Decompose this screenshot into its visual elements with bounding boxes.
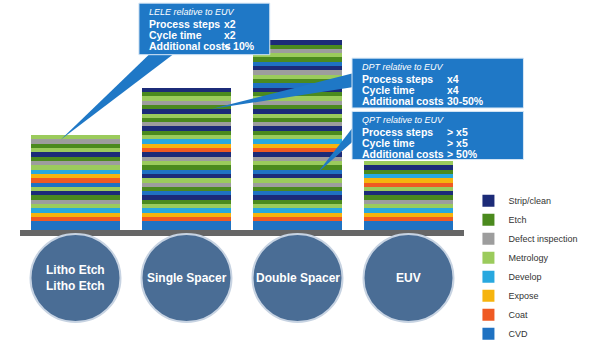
- svg-text:Cycle time: Cycle time: [362, 137, 415, 149]
- svg-text:Single Spacer: Single Spacer: [147, 271, 227, 285]
- svg-text:Process steps: Process steps: [362, 73, 433, 85]
- svg-text:Cycle time: Cycle time: [149, 29, 202, 41]
- svg-text:30-50%: 30-50%: [447, 95, 484, 107]
- svg-text:CVD: CVD: [508, 329, 528, 339]
- svg-text:Litho EtchLitho Etch: Litho EtchLitho Etch: [46, 263, 105, 293]
- svg-text:x4: x4: [447, 73, 459, 85]
- svg-text:QPT relative to EUV: QPT relative to EUV: [362, 115, 444, 125]
- svg-text:Etch: Etch: [508, 215, 526, 225]
- svg-text:Expose: Expose: [508, 291, 538, 301]
- svg-text:LELE relative to EUV: LELE relative to EUV: [149, 7, 235, 17]
- svg-text:x2: x2: [224, 29, 236, 41]
- svg-text:DPT relative to EUV: DPT relative to EUV: [362, 62, 444, 72]
- svg-text:Coat: Coat: [508, 310, 528, 320]
- svg-text:x4: x4: [447, 84, 459, 96]
- svg-text:x2: x2: [224, 18, 236, 30]
- svg-text:> 50%: > 50%: [447, 148, 478, 160]
- svg-text:EUV: EUV: [396, 271, 421, 285]
- svg-text:Process steps: Process steps: [149, 18, 220, 30]
- svg-text:Process steps: Process steps: [362, 126, 433, 138]
- svg-text:Double Spacer: Double Spacer: [256, 271, 340, 285]
- svg-text:Metrology: Metrology: [508, 253, 548, 263]
- svg-text:Additional costs: Additional costs: [149, 40, 231, 52]
- svg-text:Defect inspection: Defect inspection: [508, 234, 577, 244]
- svg-text:< 10%: < 10%: [224, 40, 255, 52]
- svg-text:Additional costs: Additional costs: [362, 148, 444, 160]
- svg-text:> x5: > x5: [447, 137, 468, 149]
- svg-text:Additional costs: Additional costs: [362, 95, 444, 107]
- svg-text:Develop: Develop: [508, 272, 541, 282]
- svg-text:Strip/clean: Strip/clean: [508, 196, 551, 206]
- svg-text:Cycle time: Cycle time: [362, 84, 415, 96]
- svg-text:> x5: > x5: [447, 126, 468, 138]
